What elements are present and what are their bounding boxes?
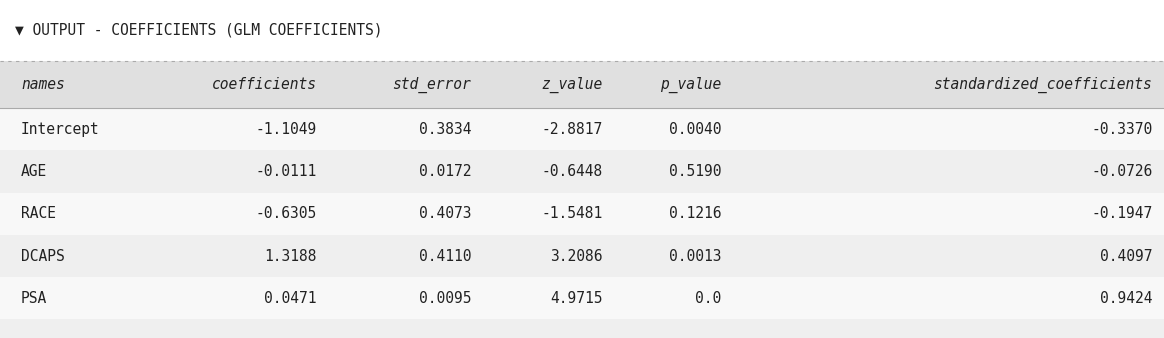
Text: 0.0: 0.0 bbox=[695, 291, 722, 306]
Text: 0.0013: 0.0013 bbox=[669, 248, 722, 264]
Text: coefficients: coefficients bbox=[212, 77, 317, 92]
Text: std_error: std_error bbox=[392, 76, 471, 93]
Bar bbox=[0, 277, 1164, 319]
Text: standardized_coefficients: standardized_coefficients bbox=[934, 76, 1152, 93]
Text: PSA: PSA bbox=[21, 291, 48, 306]
Bar bbox=[0, 235, 1164, 277]
Text: -2.8817: -2.8817 bbox=[541, 122, 603, 137]
Text: 4.9715: 4.9715 bbox=[551, 291, 603, 306]
Text: -0.3370: -0.3370 bbox=[1091, 122, 1152, 137]
Text: -0.0726: -0.0726 bbox=[1091, 164, 1152, 179]
Bar bbox=[0, 150, 1164, 193]
Text: 0.5190: 0.5190 bbox=[669, 164, 722, 179]
Text: -1.5481: -1.5481 bbox=[541, 206, 603, 221]
Text: 0.4110: 0.4110 bbox=[419, 248, 471, 264]
Text: 0.0040: 0.0040 bbox=[669, 122, 722, 137]
Text: AGE: AGE bbox=[21, 164, 48, 179]
Text: -1.1049: -1.1049 bbox=[255, 122, 317, 137]
Bar bbox=[0, 319, 1164, 338]
Text: ▼ OUTPUT - COEFFICIENTS (GLM COEFFICIENTS): ▼ OUTPUT - COEFFICIENTS (GLM COEFFICIENT… bbox=[15, 23, 383, 38]
Bar bbox=[0, 108, 1164, 150]
Bar bbox=[0, 61, 1164, 108]
Text: 0.3834: 0.3834 bbox=[419, 122, 471, 137]
Text: -0.6305: -0.6305 bbox=[255, 206, 317, 221]
Text: 1.3188: 1.3188 bbox=[264, 248, 317, 264]
Bar bbox=[0, 193, 1164, 235]
Text: 0.0172: 0.0172 bbox=[419, 164, 471, 179]
Text: 0.4097: 0.4097 bbox=[1100, 248, 1152, 264]
Text: p_value: p_value bbox=[660, 76, 722, 93]
Text: 3.2086: 3.2086 bbox=[551, 248, 603, 264]
Text: 0.0095: 0.0095 bbox=[419, 291, 471, 306]
Text: z_value: z_value bbox=[541, 76, 603, 93]
Text: -0.6448: -0.6448 bbox=[541, 164, 603, 179]
Text: names: names bbox=[21, 77, 65, 92]
Text: DCAPS: DCAPS bbox=[21, 248, 65, 264]
Text: 0.9424: 0.9424 bbox=[1100, 291, 1152, 306]
Text: 0.4073: 0.4073 bbox=[419, 206, 471, 221]
Text: RACE: RACE bbox=[21, 206, 56, 221]
Text: -0.0111: -0.0111 bbox=[255, 164, 317, 179]
Text: 0.1216: 0.1216 bbox=[669, 206, 722, 221]
Text: 0.0471: 0.0471 bbox=[264, 291, 317, 306]
Text: Intercept: Intercept bbox=[21, 122, 100, 137]
Bar bbox=[0, 0, 1164, 61]
Text: -0.1947: -0.1947 bbox=[1091, 206, 1152, 221]
